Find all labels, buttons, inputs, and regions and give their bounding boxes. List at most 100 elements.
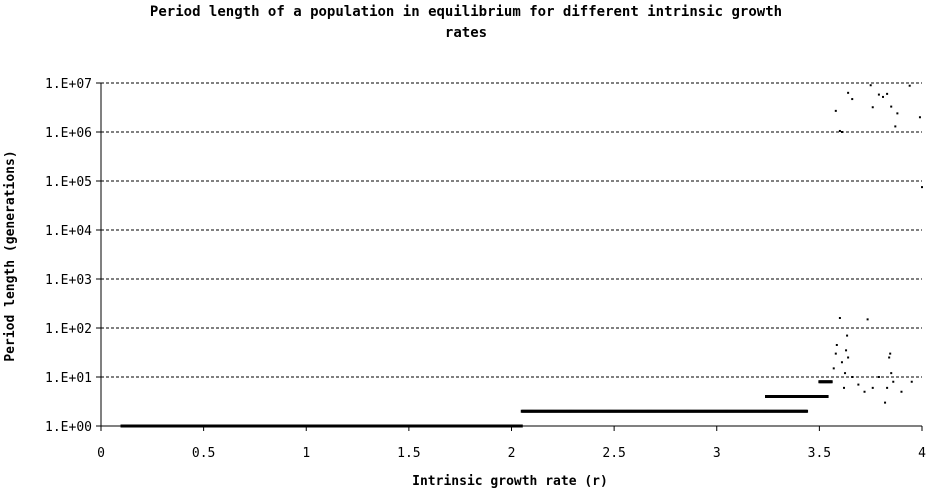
data-point <box>553 409 556 413</box>
data-point <box>846 334 849 337</box>
data-point <box>871 386 874 389</box>
data-point <box>428 424 431 428</box>
data-point <box>614 409 617 413</box>
data-point <box>792 409 795 413</box>
data-point <box>627 409 630 413</box>
data-point <box>277 424 280 428</box>
data-point <box>628 409 631 413</box>
data-point <box>201 424 204 428</box>
data-point <box>761 409 764 413</box>
data-point <box>223 424 226 428</box>
data-point <box>609 409 612 413</box>
data-point <box>510 424 513 428</box>
data-point <box>570 409 573 413</box>
data-point <box>740 409 743 413</box>
data-point <box>509 424 512 428</box>
x-tick-label: 4 <box>918 446 926 461</box>
data-point <box>921 186 923 189</box>
data-point <box>622 409 625 413</box>
data-point <box>736 409 739 413</box>
data-point <box>452 424 455 428</box>
data-point <box>469 424 472 428</box>
data-point <box>147 424 150 428</box>
data-point <box>284 424 287 428</box>
data-point <box>871 106 874 109</box>
data-point <box>597 409 600 413</box>
data-point <box>691 409 694 413</box>
data-point <box>631 409 634 413</box>
data-point <box>281 424 284 428</box>
data-point <box>652 409 655 413</box>
data-point <box>291 424 294 428</box>
data-point <box>795 409 798 413</box>
data-point <box>360 424 363 428</box>
data-point <box>798 409 801 413</box>
data-point <box>232 424 235 428</box>
data-point <box>583 409 586 413</box>
x-tick-label: 3.5 <box>808 446 831 461</box>
data-point <box>174 424 177 428</box>
data-point <box>135 424 138 428</box>
data-point <box>604 409 607 413</box>
data-point <box>494 424 497 428</box>
data-point <box>808 394 811 398</box>
data-point <box>227 424 230 428</box>
data-point <box>298 424 301 428</box>
data-point <box>890 372 893 375</box>
data-point <box>657 409 660 413</box>
data-point <box>407 424 410 428</box>
data-point <box>819 380 822 384</box>
data-point <box>745 409 748 413</box>
data-point <box>121 424 124 428</box>
data-point <box>211 424 214 428</box>
data-point <box>820 394 823 398</box>
data-point <box>718 409 721 413</box>
data-point <box>508 424 511 428</box>
y-tick-label: 1.E+00 <box>45 420 92 435</box>
data-point <box>620 409 623 413</box>
data-point <box>560 409 563 413</box>
data-point <box>410 424 413 428</box>
data-point <box>800 394 803 398</box>
data-point <box>755 409 758 413</box>
data-point <box>698 409 701 413</box>
data-point <box>707 409 710 413</box>
data-point <box>345 424 348 428</box>
data-point <box>658 409 661 413</box>
data-point <box>886 386 889 389</box>
data-point <box>348 424 351 428</box>
data-point <box>498 424 501 428</box>
data-point <box>462 424 465 428</box>
data-point <box>190 424 193 428</box>
data-point <box>320 424 323 428</box>
data-point <box>536 409 539 413</box>
data-point <box>159 424 162 428</box>
data-point <box>669 409 672 413</box>
data-point <box>393 424 396 428</box>
data-point <box>422 424 425 428</box>
data-point <box>772 394 775 398</box>
data-point <box>580 409 583 413</box>
data-point <box>729 409 732 413</box>
data-point <box>370 424 373 428</box>
data-point <box>775 409 778 413</box>
data-point <box>480 424 483 428</box>
data-point <box>313 424 316 428</box>
data-point <box>733 409 736 413</box>
data-point <box>699 409 702 413</box>
data-point <box>132 424 135 428</box>
data-point <box>741 409 744 413</box>
data-point <box>805 409 808 413</box>
data-point <box>516 424 519 428</box>
data-point <box>302 424 305 428</box>
data-point <box>778 394 781 398</box>
data-point <box>773 394 776 398</box>
data-point <box>258 424 261 428</box>
data-point <box>565 409 568 413</box>
data-point <box>246 424 249 428</box>
data-point <box>169 424 172 428</box>
data-point <box>821 380 824 384</box>
data-point <box>524 409 527 413</box>
data-point <box>229 424 232 428</box>
data-point <box>466 424 469 428</box>
